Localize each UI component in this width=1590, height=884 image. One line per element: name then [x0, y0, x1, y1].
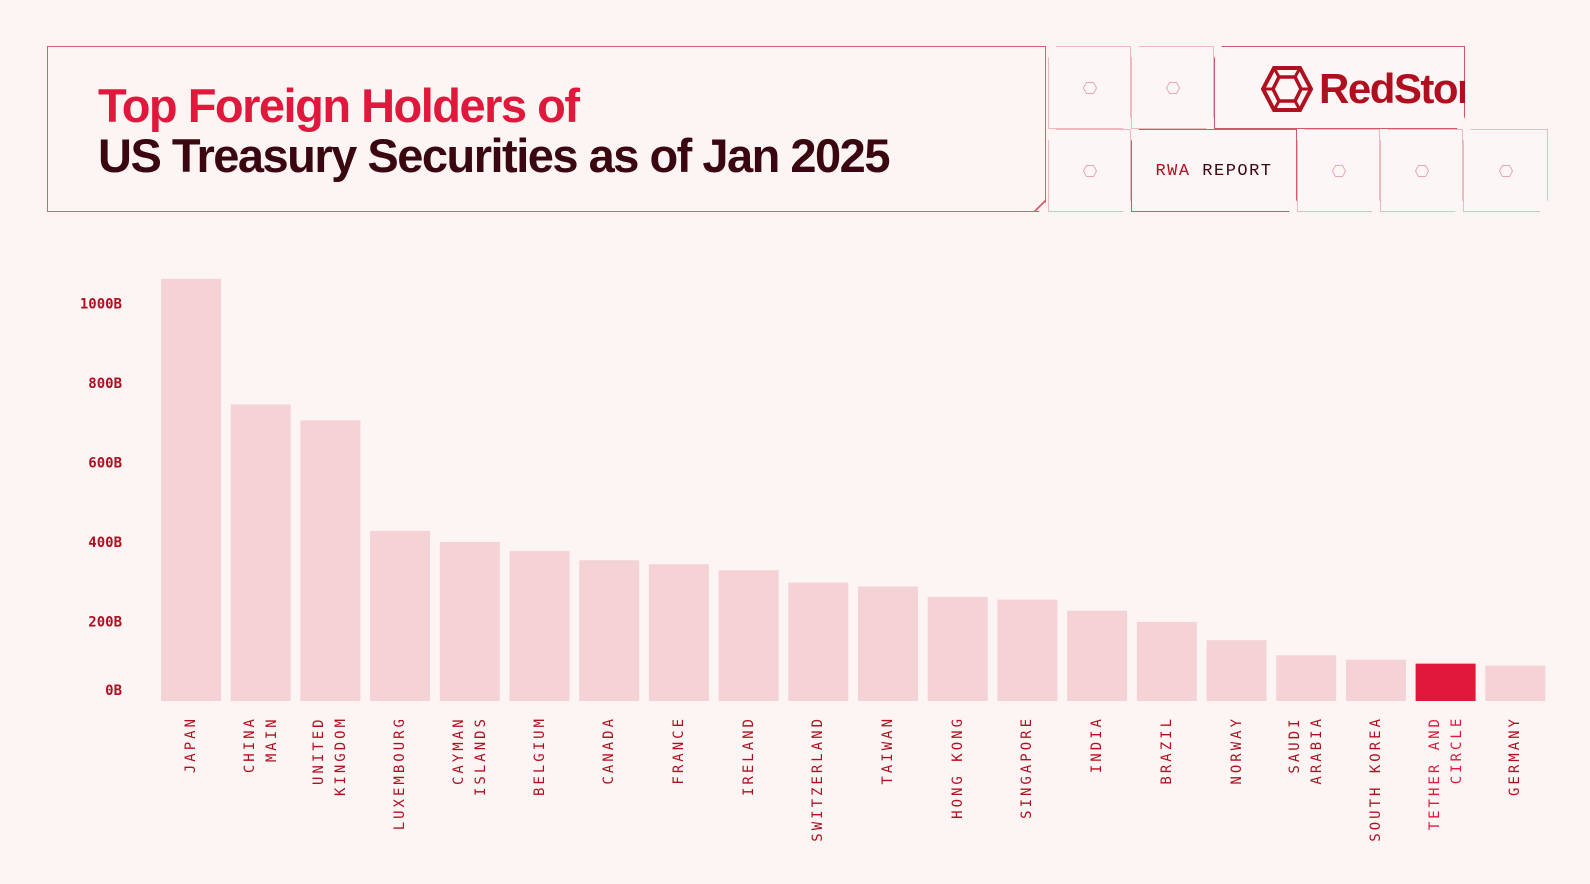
- decorative-tile: [1131, 46, 1214, 129]
- hexagon-icon: [1083, 82, 1097, 94]
- bar: [1206, 640, 1267, 701]
- redstone-hexagon-icon: [1261, 66, 1313, 112]
- title-box: Top Foreign Holders of US Treasury Secur…: [47, 46, 1046, 212]
- x-tick-label: FRANCE: [670, 716, 687, 785]
- hexagon-icon: [1166, 82, 1180, 94]
- x-tick-label: CHINA MAIN: [241, 716, 280, 774]
- y-tick-label: 800B: [88, 376, 122, 392]
- bar: [161, 278, 221, 701]
- y-tick-label: 400B: [88, 535, 122, 551]
- bar: [509, 551, 570, 701]
- bar: [997, 599, 1058, 701]
- x-tick-label: SOUTH KOREA: [1367, 716, 1384, 842]
- hexagon-icon: [1083, 165, 1097, 177]
- y-tick-label: 600B: [88, 456, 122, 472]
- decorative-tile: [1048, 129, 1131, 212]
- hexagon-icon: [1415, 165, 1429, 177]
- x-tick-label: NORWAY: [1228, 716, 1245, 785]
- x-tick-label: CAYMAN ISLANDS: [450, 716, 489, 797]
- bar: [927, 596, 988, 701]
- bar: [1276, 655, 1337, 701]
- bar: [1415, 663, 1476, 701]
- decorative-tile: [1297, 129, 1380, 212]
- bar: [718, 570, 779, 701]
- hexagon-icon: [1332, 165, 1346, 177]
- tag-report: REPORT: [1202, 162, 1273, 181]
- tag-rwa: RWA: [1155, 162, 1191, 181]
- x-tick-label: GERMANY: [1507, 716, 1524, 797]
- x-tick-label: BELGIUM: [531, 716, 548, 797]
- x-tick-label: HONG KONG: [949, 716, 966, 819]
- y-tick-label: 200B: [88, 615, 122, 631]
- x-tick-label: TETHER AND CIRCLE: [1426, 716, 1465, 831]
- x-tick-label: IRELAND: [740, 716, 757, 797]
- bar: [858, 586, 918, 701]
- bar: [788, 582, 849, 701]
- bar: [439, 542, 500, 701]
- bar: [648, 564, 709, 701]
- bar: [370, 530, 431, 701]
- x-tick-label: JAPAN: [183, 716, 199, 774]
- x-tick-label: SWITZERLAND: [810, 716, 827, 842]
- x-tick-label: BRAZIL: [1158, 716, 1175, 785]
- hexagon-icon: [1499, 165, 1513, 177]
- x-tick-label: SAUDI ARABIA: [1287, 716, 1326, 785]
- bar: [1485, 665, 1546, 701]
- bar: [1345, 659, 1406, 701]
- x-tick-label: SINGAPORE: [1019, 716, 1036, 819]
- decorative-tile: [1380, 129, 1463, 212]
- bar: [1136, 621, 1197, 701]
- bar: [1067, 610, 1128, 701]
- y-tick-label: 1000B: [80, 297, 122, 313]
- bar: [230, 404, 291, 701]
- title-line-2: US Treasury Securities as of Jan 2025: [98, 129, 889, 182]
- bar: [579, 560, 640, 701]
- x-tick-label: INDIA: [1089, 716, 1106, 774]
- report-tag: RWA REPORT: [1131, 129, 1297, 212]
- decorative-tile: [1463, 129, 1548, 212]
- x-tick-label: UNITED KINGDOM: [311, 716, 350, 797]
- x-tick-label: CANADA: [601, 716, 618, 785]
- decorative-tile: [1048, 46, 1131, 129]
- x-tick-label: TAIWAN: [880, 716, 896, 785]
- x-tick-label: LUXEMBOURG: [392, 716, 409, 831]
- y-tick-label: 0B: [105, 683, 122, 699]
- bar: [300, 420, 361, 701]
- title-line-1: Top Foreign Holders of: [98, 79, 579, 132]
